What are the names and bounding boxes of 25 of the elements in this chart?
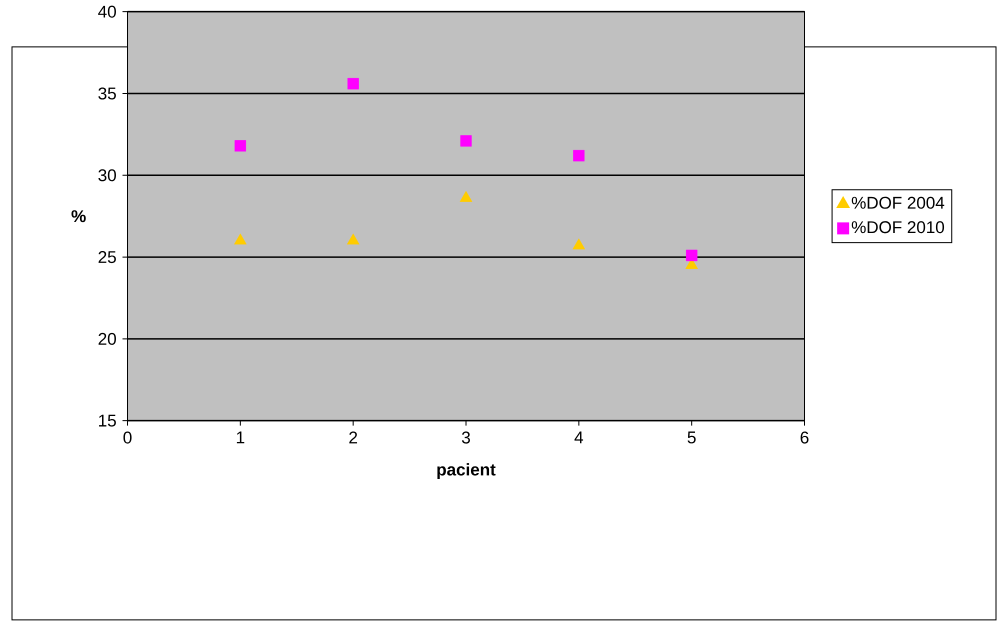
y-tick-label: 15: [99, 414, 116, 427]
y-tick-label: 20: [98, 332, 116, 345]
x-tick-label: 1: [236, 432, 244, 444]
x-tick-label: 3: [462, 432, 470, 444]
point: [460, 191, 472, 202]
y-tick-label: 40: [98, 6, 116, 18]
point: [234, 140, 246, 152]
y-tick-label: 35: [98, 88, 116, 100]
point: [573, 150, 585, 162]
x-axis-title: pacient: [437, 463, 496, 480]
point: [347, 78, 359, 90]
legend-label: %DOF 2010: [852, 221, 944, 234]
x-tick-label: 0: [123, 432, 132, 444]
x-tick-label: 6: [800, 432, 808, 444]
point: [460, 135, 472, 147]
point: [346, 234, 360, 244]
point: [234, 234, 247, 244]
x-tick-label: 2: [349, 432, 358, 444]
x-tick-label: 5: [688, 432, 696, 444]
point: [572, 238, 586, 250]
y-axis-title: %: [72, 210, 86, 222]
y-tick-label: 30: [98, 169, 116, 182]
legend-label: %DOF 2004: [852, 196, 944, 209]
y-tick-label: 25: [98, 251, 116, 264]
x-tick-label: 4: [574, 432, 584, 444]
